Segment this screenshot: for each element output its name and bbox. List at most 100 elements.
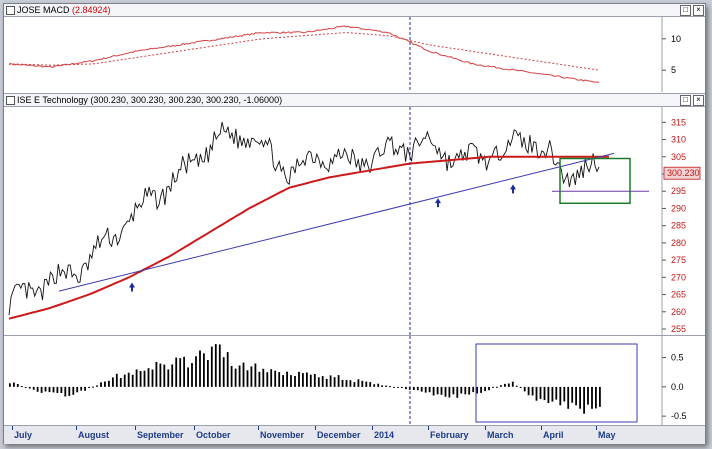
histogram-bar: [472, 386, 475, 393]
histogram-bar: [444, 386, 447, 397]
histogram-bar: [127, 372, 130, 387]
price-tick-label: 260: [671, 307, 686, 317]
histogram-bar: [599, 386, 601, 407]
price-panel: ISE E Technology (300.230, 300.230, 300.…: [4, 93, 705, 335]
histogram-bar: [515, 385, 518, 387]
panel-checkbox[interactable]: [6, 96, 15, 105]
price-tick-label: 305: [671, 152, 686, 162]
month-label: November: [260, 430, 305, 440]
moving-average-line: [8, 155, 609, 320]
histogram-bar: [119, 378, 122, 387]
price-titlebar: ISE E Technology (300.230, 300.230, 300.…: [4, 94, 705, 107]
support-arrow-icon: [510, 184, 516, 194]
month-tick: [315, 426, 316, 430]
price-tick-label: 275: [671, 255, 686, 265]
histogram-bar: [496, 386, 498, 388]
histogram-bar: [195, 356, 197, 387]
price-tick-label: 315: [671, 117, 686, 127]
histogram-bar: [20, 386, 23, 387]
month-tick: [596, 426, 597, 430]
month-label: October: [196, 430, 231, 440]
histogram-bar: [302, 373, 304, 387]
histogram-bar: [151, 369, 154, 387]
histogram-bar: [210, 346, 213, 387]
histogram-bar: [222, 357, 225, 387]
histogram-bar: [456, 386, 459, 398]
month-tick: [194, 426, 195, 430]
histogram-bar: [369, 382, 372, 387]
macd-value: (2.84924): [72, 5, 111, 15]
panel-checkbox[interactable]: [6, 6, 15, 15]
macd-tick-label: 5: [671, 65, 676, 75]
histogram-bar: [262, 368, 265, 387]
histogram-bar: [480, 386, 482, 393]
close-button[interactable]: ×: [693, 5, 704, 16]
histogram-bar: [242, 362, 245, 387]
histogram-bar: [40, 386, 43, 393]
month-label: May: [598, 430, 616, 440]
histogram-bar: [123, 374, 126, 387]
price-values: (300.230, 300.230, 300.230, 300.230, -1.…: [90, 95, 283, 105]
histogram-bar: [258, 371, 261, 387]
price-tick-label: 255: [671, 324, 686, 334]
histogram-bar: [28, 386, 31, 389]
histogram-bar: [587, 386, 589, 405]
histogram-bar: [80, 386, 83, 391]
price-tick-label: 285: [671, 221, 686, 231]
histogram-bar: [329, 375, 332, 387]
macd-line: [8, 25, 600, 84]
histogram-bar: [60, 386, 63, 393]
month-tick: [76, 426, 77, 430]
histogram-bar: [531, 386, 534, 396]
price-title: ISE E Technology: [17, 95, 88, 105]
price-plot: 3153103053002952902852802752702652602553…: [8, 107, 701, 335]
histogram-bar: [595, 386, 597, 409]
month-label: September: [137, 430, 184, 440]
histogram-bar: [183, 356, 185, 387]
histogram-bar: [547, 386, 550, 403]
macd-signal-line: [8, 32, 600, 71]
histogram-bar: [238, 365, 241, 387]
histogram-bar: [333, 377, 336, 387]
histogram-bar: [377, 383, 380, 387]
histogram-bar: [420, 386, 423, 392]
histogram-bar: [551, 386, 554, 402]
histogram-bar: [424, 386, 427, 393]
histogram-bar: [274, 370, 277, 387]
support-arrow-icon: [129, 282, 135, 292]
histogram-bar: [88, 386, 90, 388]
histogram-bar: [207, 360, 209, 387]
histogram-bar: [484, 386, 486, 392]
histogram-bar: [385, 385, 387, 387]
month-label: April: [543, 430, 564, 440]
histogram-bar: [492, 386, 494, 388]
month-label: February: [430, 430, 469, 440]
maximize-button[interactable]: □: [680, 95, 691, 106]
support-trendline: [58, 152, 615, 292]
histogram-bar: [428, 386, 431, 393]
close-button[interactable]: ×: [693, 95, 704, 106]
maximize-button[interactable]: □: [680, 5, 691, 16]
histogram-bar: [175, 357, 178, 387]
histogram-bar: [341, 379, 344, 387]
histogram-bar: [100, 382, 102, 387]
histogram-bar: [68, 386, 71, 396]
histogram-bar: [76, 386, 79, 393]
histogram-bar: [84, 386, 86, 391]
month-tick: [135, 426, 136, 430]
histogram-bar: [464, 386, 467, 395]
histogram-bar: [203, 353, 205, 387]
month-tick: [12, 426, 13, 430]
histogram-bar: [143, 370, 146, 387]
histogram-bar: [321, 376, 324, 387]
histogram-bar: [583, 386, 585, 414]
price-tick-label: 265: [671, 290, 686, 300]
macd-plot: 10 5: [8, 17, 681, 92]
month-label: March: [487, 430, 514, 440]
support-arrow-icon: [435, 198, 441, 208]
histogram-bar: [171, 364, 174, 387]
histogram-bar: [416, 386, 419, 391]
date-axis: July August September October November Decemb…: [4, 425, 705, 444]
histogram-bar: [313, 374, 316, 387]
price-tick-label: 270: [671, 272, 686, 282]
